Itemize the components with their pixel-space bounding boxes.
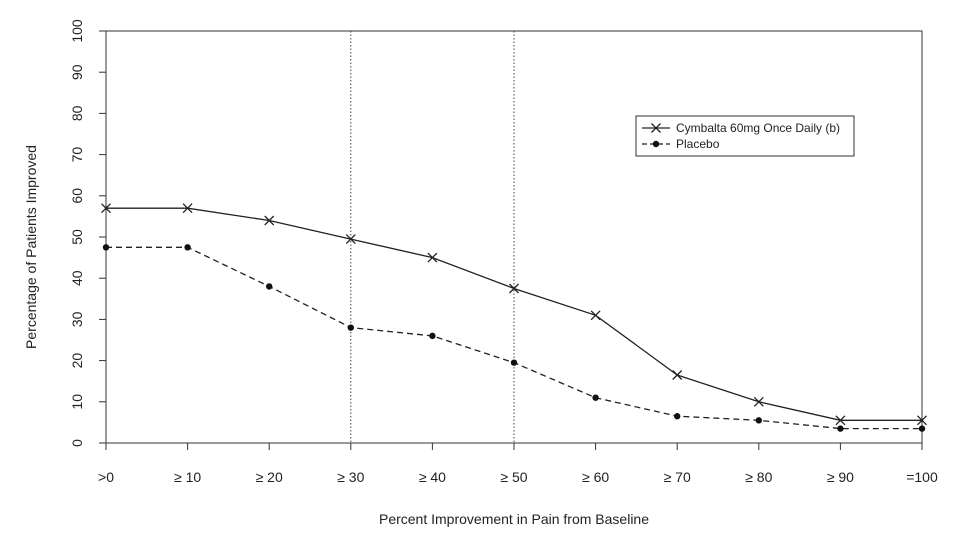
legend: Cymbalta 60mg Once Daily (b) Placebo <box>635 115 855 157</box>
legend-marker <box>652 140 660 148</box>
legend-marker <box>651 123 661 133</box>
y-tick-label: 30 <box>69 311 85 327</box>
legend-box <box>635 115 855 157</box>
data-point <box>674 413 681 420</box>
y-tick-label: 20 <box>69 353 85 369</box>
legend-entry: Cymbalta 60mg Once Daily (b) <box>642 121 840 135</box>
data-point <box>918 425 926 432</box>
data-point <box>184 244 191 251</box>
y-axis-title: Percentage of Patients Improved <box>23 145 39 349</box>
data-point <box>835 415 846 426</box>
reference-lines <box>350 31 515 443</box>
data-point <box>427 252 438 263</box>
data-point <box>101 203 111 214</box>
x-tick-label: ≥ 30 <box>337 469 364 485</box>
legend-entry: Placebo <box>642 137 720 151</box>
y-tick-label: 70 <box>69 147 85 163</box>
y-tick-label: 60 <box>69 188 85 204</box>
data-point <box>266 283 273 290</box>
x-axis-title: Percent Improvement in Pain from Baselin… <box>379 511 649 527</box>
y-tick-label: 40 <box>69 270 85 286</box>
y-tick-label: 0 <box>69 439 85 447</box>
data-point <box>592 394 599 401</box>
legend-label: Placebo <box>676 137 720 151</box>
data-point <box>672 370 683 380</box>
y-tick-label: 50 <box>69 229 85 245</box>
data-point <box>753 396 764 407</box>
series-layer <box>101 203 927 432</box>
y-tick-label: 100 <box>69 19 85 43</box>
y-tick-label: 80 <box>69 105 85 121</box>
data-point <box>345 234 356 245</box>
data-point <box>510 359 518 366</box>
x-tick-label: ≥ 10 <box>174 469 201 485</box>
data-point <box>102 244 110 251</box>
x-tick-label: ≥ 80 <box>745 469 772 485</box>
series-line <box>106 246 922 430</box>
x-tick-label: =100 <box>906 469 938 485</box>
y-axis: 0 10 20 30 40 50 60 70 80 90 100 <box>69 19 106 447</box>
data-point <box>755 417 762 424</box>
x-axis: >0 ≥ 10 ≥ 20 ≥ 30 ≥ 40 ≥ 50 ≥ 60 ≥ 70 ≥ 80 ≥ 90 =1… <box>98 443 938 485</box>
x-tick-label: >0 <box>98 469 114 485</box>
data-point <box>917 415 927 426</box>
data-point <box>837 425 844 432</box>
legend-label: Cymbalta 60mg Once Daily (b) <box>676 121 840 135</box>
y-tick-label: 90 <box>69 64 85 80</box>
x-tick-label: ≥ 70 <box>664 469 691 485</box>
data-point <box>347 324 354 331</box>
data-point <box>590 310 601 321</box>
data-point <box>264 215 275 226</box>
x-tick-label: ≥ 40 <box>419 469 446 485</box>
y-tick-label: 10 <box>69 394 85 410</box>
data-point <box>182 203 193 214</box>
series-cymbalta <box>101 203 927 426</box>
x-tick-label: ≥ 50 <box>500 469 527 485</box>
data-point <box>509 283 519 294</box>
x-tick-label: ≥ 90 <box>827 469 854 485</box>
series-placebo <box>102 244 926 432</box>
data-point <box>429 332 436 340</box>
x-tick-label: ≥ 60 <box>582 469 609 485</box>
x-tick-label: ≥ 20 <box>256 469 283 485</box>
